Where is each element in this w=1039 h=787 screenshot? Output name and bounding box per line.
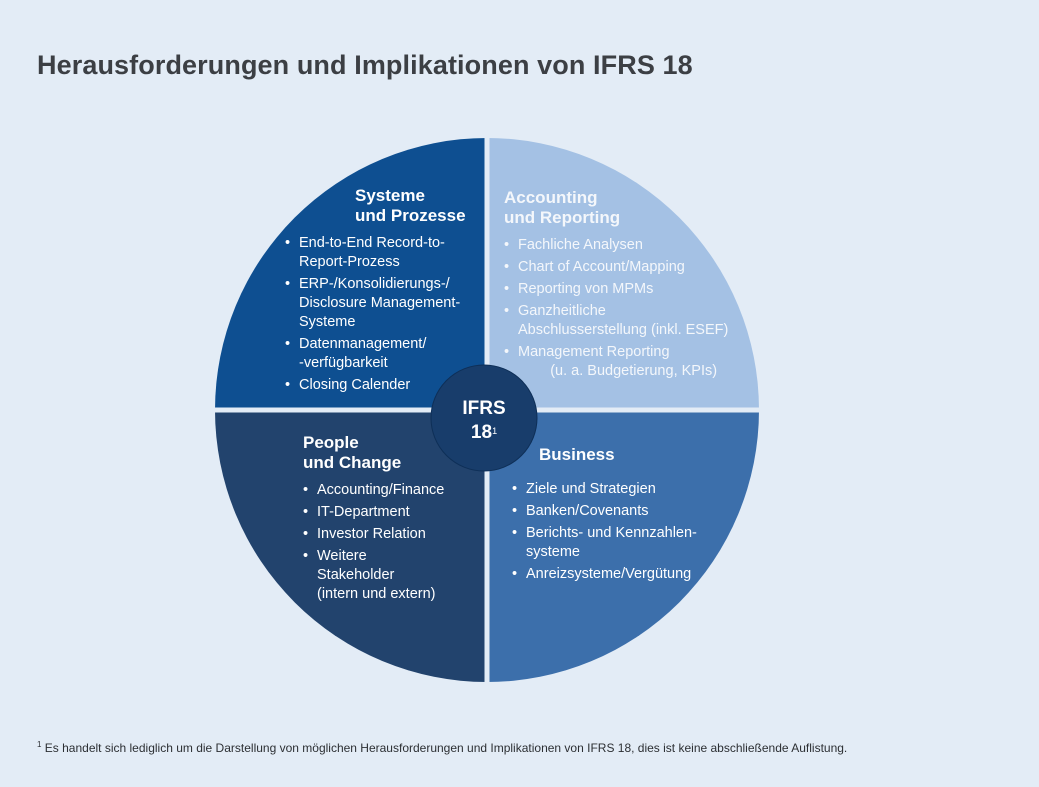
footnote-text: Es handelt sich lediglich um die Darstel…	[44, 741, 848, 755]
list-item: End-to-End Record-to- Report-Prozess	[285, 234, 475, 272]
list-item: Berichts- und Kennzahlen- systeme	[512, 524, 742, 562]
list-item: IT-Department	[303, 503, 478, 522]
people-list: Accounting/Finance IT-Department Investo…	[303, 481, 478, 604]
list-item: ERP-/Konsolidierungs-/ Disclosure Manage…	[285, 275, 475, 332]
center-label-number: 18	[470, 422, 493, 443]
center-label: IFRS 181	[431, 378, 537, 464]
systeme-text: Systeme und Prozesse End-to-End Record-t…	[285, 186, 475, 398]
list-item: Investor Relation	[303, 525, 478, 544]
quadrant-people	[215, 410, 487, 682]
business-text: Business Ziele und Strategien Banken/Cov…	[512, 445, 742, 587]
accounting-heading: Accounting und Reporting	[504, 188, 621, 227]
list-item: Management Reporting (u. a. Budgetierung…	[504, 343, 754, 381]
people-heading: People und Change	[303, 433, 402, 472]
systeme-heading: Systeme und Prozesse	[355, 186, 466, 225]
list-item: Banken/Covenants	[512, 502, 742, 521]
page-title: Herausforderungen und Implikationen von …	[37, 50, 693, 80]
center-label-text: IFRS	[462, 398, 506, 419]
list-item: Datenmanagement/ -verfügbarkeit	[285, 335, 475, 373]
footnote: 1 Es handelt sich lediglich um die Darst…	[37, 740, 847, 755]
list-item: Accounting/Finance	[303, 481, 478, 500]
accounting-list: Fachliche Analysen Chart of Account/Mapp…	[504, 236, 754, 381]
business-list: Ziele und Strategien Banken/Covenants Be…	[512, 480, 742, 584]
list-item: Ganzheitliche Abschlusserstellung (inkl.…	[504, 302, 754, 340]
business-heading: Business	[539, 445, 615, 464]
systeme-list: End-to-End Record-to- Report-Prozess ERP…	[285, 234, 475, 395]
list-item: Reporting von MPMs	[504, 280, 754, 299]
list-item: Fachliche Analysen	[504, 236, 754, 255]
list-item: Chart of Account/Mapping	[504, 258, 754, 277]
footnote-marker: 1	[37, 740, 42, 749]
accounting-text: Accounting und Reporting Fachliche Analy…	[504, 188, 754, 384]
list-item: Weitere Stakeholder (intern und extern)	[303, 547, 478, 604]
list-item: Ziele und Strategien	[512, 480, 742, 499]
center-label-sup: 1	[492, 426, 498, 436]
people-text: People und Change Accounting/Finance IT-…	[303, 433, 478, 607]
list-item: Anreizsysteme/Vergütung	[512, 565, 742, 584]
list-item: Closing Calender	[285, 376, 475, 395]
